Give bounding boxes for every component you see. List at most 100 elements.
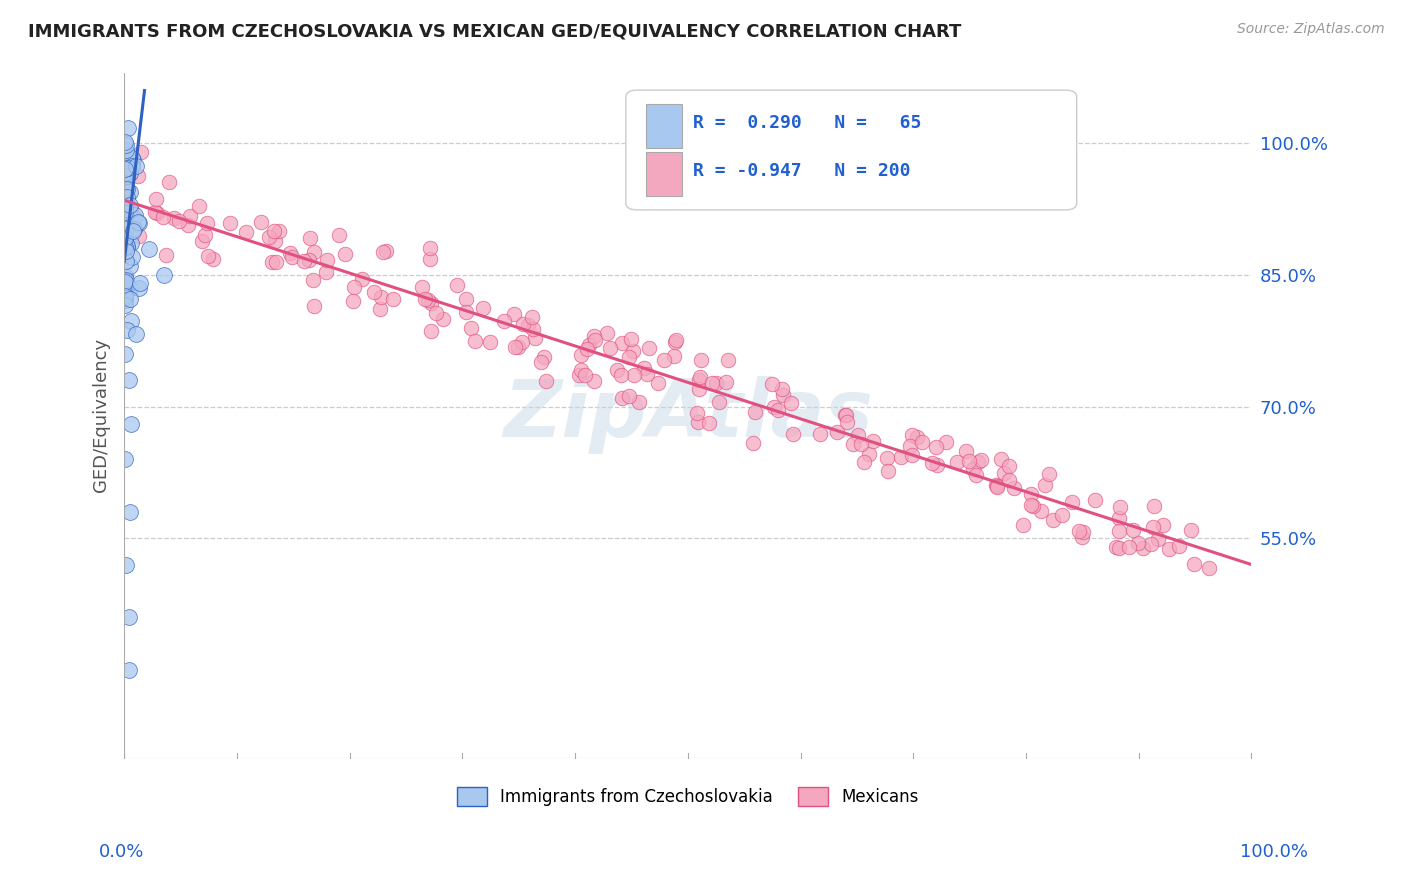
Point — [125, 326, 148, 341]
Point — [986, 479, 1008, 493]
Point — [583, 374, 606, 388]
Point — [716, 375, 738, 389]
Point — [328, 228, 350, 243]
Point — [911, 435, 934, 450]
Point — [846, 428, 869, 442]
Point — [257, 230, 280, 244]
Point — [267, 224, 290, 238]
Point — [1109, 500, 1132, 515]
Point — [620, 332, 643, 346]
Point — [250, 215, 273, 229]
Point — [115, 143, 138, 157]
Point — [118, 260, 141, 274]
Text: 0.0%: 0.0% — [98, 843, 143, 861]
Point — [343, 280, 366, 294]
Point — [1050, 508, 1073, 522]
Point — [568, 368, 591, 383]
Point — [596, 326, 619, 340]
Point — [744, 405, 766, 419]
Point — [263, 235, 285, 249]
Point — [115, 239, 138, 253]
Point — [970, 452, 993, 467]
Point — [1042, 513, 1064, 527]
Point — [780, 396, 803, 410]
Point — [772, 387, 794, 401]
Text: Source: ZipAtlas.com: Source: ZipAtlas.com — [1237, 22, 1385, 37]
Point — [842, 437, 865, 451]
Point — [118, 610, 141, 624]
Point — [835, 415, 858, 429]
Point — [990, 451, 1012, 466]
Point — [636, 367, 658, 381]
Point — [118, 281, 141, 295]
Point — [965, 468, 987, 483]
Point — [688, 373, 710, 387]
Point — [115, 322, 138, 336]
Point — [127, 169, 149, 184]
Point — [862, 434, 884, 449]
Point — [901, 449, 924, 463]
Point — [118, 185, 141, 199]
Point — [298, 252, 321, 267]
Point — [115, 170, 138, 185]
Point — [262, 255, 284, 269]
Point — [516, 318, 538, 333]
Point — [131, 145, 153, 159]
Point — [114, 161, 136, 176]
Point — [278, 245, 301, 260]
Point — [1140, 536, 1163, 550]
Point — [219, 216, 242, 230]
Point — [122, 221, 145, 235]
Point — [997, 473, 1019, 487]
Point — [1168, 539, 1191, 553]
Point — [686, 416, 709, 430]
Point — [114, 195, 136, 210]
Point — [114, 290, 136, 304]
Point — [508, 340, 530, 354]
Point — [1126, 535, 1149, 549]
Point — [1031, 504, 1053, 518]
Point — [114, 222, 136, 236]
Point — [1108, 511, 1130, 525]
Point — [1060, 495, 1083, 509]
Point — [117, 182, 139, 196]
Point — [128, 228, 150, 243]
Point — [342, 293, 364, 308]
Point — [665, 333, 688, 347]
Point — [1033, 477, 1056, 491]
Point — [370, 301, 392, 316]
Point — [125, 159, 148, 173]
Point — [1146, 532, 1168, 546]
Point — [1180, 523, 1202, 537]
Point — [350, 272, 373, 286]
Point — [117, 161, 139, 175]
Point — [890, 450, 912, 465]
Bar — [647, 103, 682, 148]
Point — [197, 216, 219, 230]
Point — [114, 273, 136, 287]
Point — [986, 479, 1008, 493]
Point — [292, 254, 315, 268]
Point — [120, 292, 142, 306]
Point — [1002, 481, 1025, 495]
Point — [522, 322, 544, 336]
Point — [652, 353, 675, 368]
Point — [201, 252, 224, 266]
Point — [117, 120, 139, 135]
Bar — [647, 152, 682, 196]
Point — [302, 245, 325, 260]
Point — [381, 292, 404, 306]
Point — [612, 391, 634, 405]
Point — [114, 231, 136, 245]
Legend: Immigrants from Czechoslovakia, Mexicans: Immigrants from Czechoslovakia, Mexicans — [449, 779, 927, 814]
Point — [121, 151, 143, 165]
Point — [115, 190, 138, 204]
Point — [898, 439, 921, 453]
Point — [120, 314, 142, 328]
Point — [623, 343, 645, 358]
Point — [115, 558, 138, 572]
Point — [302, 272, 325, 286]
Point — [770, 382, 793, 396]
Point — [121, 251, 143, 265]
Point — [689, 370, 711, 384]
